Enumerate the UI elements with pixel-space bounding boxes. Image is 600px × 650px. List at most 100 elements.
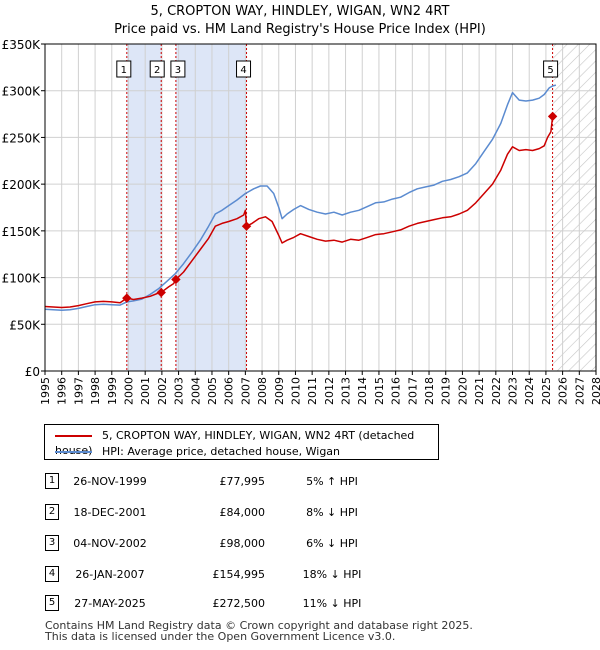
sale-label: 1 [121, 65, 127, 76]
sale-row: 4 26-JAN-2007 £154,995 18% ↓ HPI [0, 565, 600, 585]
x-tick-label: 2002 [156, 377, 169, 405]
x-tick-label: 1998 [89, 377, 102, 405]
x-tick-label: 2004 [189, 377, 202, 405]
sale-price: £154,995 [212, 568, 266, 581]
sale-point [241, 221, 252, 231]
sale-label: 3 [175, 65, 181, 76]
sale-label: 4 [240, 65, 246, 76]
sale-number: 1 [45, 473, 59, 489]
x-tick-label: 2005 [206, 377, 219, 405]
x-tick-label: 2006 [223, 377, 236, 405]
x-tick-label: 2022 [490, 377, 503, 405]
series-line [45, 84, 557, 312]
sale-row: 2 18-DEC-2001 £84,000 8% ↓ HPI [0, 503, 600, 523]
legend-item-hpi: HPI: Average price, detached house, Wiga… [55, 444, 340, 459]
x-tick-label: 2026 [557, 377, 570, 405]
sale-row: 1 26-NOV-1999 £77,995 5% ↑ HPI [0, 472, 600, 492]
sale-date: 18-DEC-2001 [73, 506, 147, 519]
x-tick-label: 2018 [423, 377, 436, 405]
x-tick-label: 2016 [390, 377, 403, 405]
sale-date: 26-NOV-1999 [73, 475, 147, 488]
x-tick-label: 2027 [573, 377, 586, 405]
footer-licence: This data is licensed under the Open Gov… [45, 630, 396, 643]
x-tick-label: 2013 [340, 377, 353, 405]
x-tick-label: 2017 [406, 377, 419, 405]
legend: 5, CROPTON WAY, HINDLEY, WIGAN, WN2 4RT … [44, 424, 439, 460]
sale-date: 26-JAN-2007 [75, 568, 145, 581]
y-tick-label: £50K [9, 318, 41, 332]
sale-label-box [170, 60, 186, 78]
sale-hpi-diff: 11% ↓ HPI [302, 597, 362, 610]
sale-label-box [116, 60, 132, 78]
sale-label: 2 [154, 65, 160, 76]
y-tick-label: £200K [2, 178, 42, 192]
sale-point [547, 111, 558, 122]
sale-number: 2 [45, 504, 59, 520]
sale-hpi-diff: 8% ↓ HPI [306, 506, 358, 519]
x-tick-label: 2009 [273, 377, 286, 405]
sale-hpi-diff: 6% ↓ HPI [306, 537, 358, 550]
y-tick-label: £350K [2, 38, 42, 52]
sale-label-box [543, 60, 559, 78]
legend-label-price: 5, CROPTON WAY, HINDLEY, WIGAN, WN2 4RT … [55, 429, 415, 457]
x-tick-label: 2014 [356, 377, 369, 405]
sale-row: 5 27-MAY-2025 £272,500 11% ↓ HPI [0, 594, 600, 614]
sale-number: 3 [45, 535, 59, 551]
sale-label-box [236, 60, 252, 78]
x-tick-label: 2028 [590, 377, 600, 405]
shaded-period [126, 44, 162, 371]
legend-label-hpi: HPI: Average price, detached house, Wiga… [102, 445, 341, 458]
x-tick-label: 2010 [289, 377, 302, 405]
x-tick-label: 1997 [72, 377, 85, 405]
x-tick-label: 2011 [306, 377, 319, 405]
legend-swatch-price [55, 435, 92, 437]
sale-price: £77,995 [219, 475, 266, 488]
y-tick-label: £150K [2, 225, 42, 239]
footer-copyright: Contains HM Land Registry data © Crown c… [45, 619, 473, 632]
sale-point [171, 274, 181, 285]
x-tick-label: 2020 [456, 377, 469, 405]
series-line [45, 116, 554, 309]
x-tick-label: 2019 [440, 377, 453, 405]
footer: Contains HM Land Registry data © Crown c… [45, 620, 473, 642]
forecast-hatch [552, 44, 596, 371]
x-tick-label: 2008 [256, 377, 269, 405]
x-tick-label: 1995 [39, 377, 52, 405]
sale-number: 5 [45, 595, 59, 611]
x-tick-label: 2015 [373, 377, 386, 405]
series-group [45, 84, 557, 312]
chart-title: 5, CROPTON WAY, HINDLEY, WIGAN, WN2 4RT [150, 4, 450, 19]
sale-date: 04-NOV-2002 [73, 537, 147, 550]
sale-hpi-diff: 5% ↑ HPI [306, 475, 358, 488]
sale-point [122, 293, 132, 303]
x-tick-label: 2000 [122, 377, 135, 405]
shaded-period [175, 44, 247, 371]
sale-date: 27-MAY-2025 [74, 597, 146, 610]
plot-frame [44, 43, 597, 372]
y-tick-label: £250K [2, 131, 42, 145]
x-tick-label: 2012 [323, 377, 336, 405]
legend-swatch-hpi [55, 451, 92, 453]
sale-hpi-diff: 18% ↓ HPI [302, 568, 362, 581]
y-tick-label: £100K [2, 272, 42, 286]
x-tick-label: 2023 [507, 377, 520, 405]
sale-price: £272,500 [212, 597, 266, 610]
sale-label-box [149, 60, 165, 78]
y-tick-label: £300K [2, 85, 42, 99]
legend-item-price: 5, CROPTON WAY, HINDLEY, WIGAN, WN2 4RT … [55, 428, 438, 457]
sale-row: 3 04-NOV-2002 £98,000 6% ↓ HPI [0, 534, 600, 554]
sale-price: £98,000 [219, 537, 266, 550]
x-tick-label: 1999 [106, 377, 119, 405]
x-tick-label: 1996 [56, 377, 69, 405]
x-tick-label: 2021 [473, 377, 486, 405]
sale-number: 4 [45, 566, 59, 582]
price-chart: 1 2 3 4 5 £0 £50K £100K £150K £200K £250K £300K £350… [2, 38, 600, 405]
sale-point [156, 287, 166, 298]
chart-subtitle: Price paid vs. HM Land Registry's House … [114, 22, 486, 37]
x-tick-label: 2007 [239, 377, 252, 405]
x-tick-label: 2003 [173, 377, 186, 405]
sale-price: £84,000 [219, 506, 266, 519]
y-tick-label: £0 [25, 365, 40, 379]
x-tick-label: 2001 [139, 377, 152, 405]
x-tick-label: 2024 [523, 377, 536, 405]
